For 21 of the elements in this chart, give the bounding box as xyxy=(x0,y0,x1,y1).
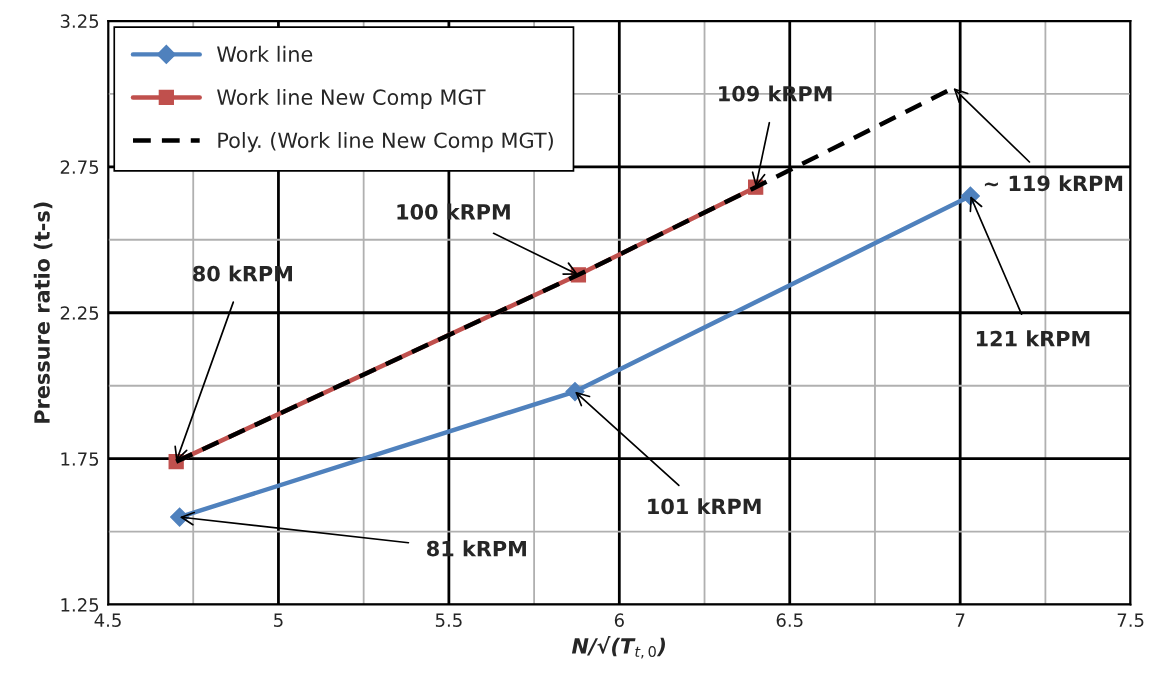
x-tick-label: 4.5 xyxy=(94,613,121,627)
legend-label: Poly. (Work line New Comp MGT) xyxy=(218,132,553,153)
y-tick-label: 1.25 xyxy=(61,598,99,612)
x-tick-label: 6 xyxy=(614,613,624,627)
annotation: 101 kRPM xyxy=(648,498,761,515)
x-tick-label: 6.5 xyxy=(776,613,803,627)
x-tick-label: 5 xyxy=(274,613,283,627)
legend-label: Work line New Comp MGT xyxy=(217,88,486,110)
annotation: 121 kRPM xyxy=(976,330,1090,347)
annotation: 109 kRPM xyxy=(719,85,832,102)
x-tick-label: 7.5 xyxy=(1117,613,1144,627)
annotation: ~ 119 kRPM xyxy=(984,175,1123,192)
y-tick-label: 1.75 xyxy=(61,452,99,466)
y-axis-title: Pressure ratio (t-s) xyxy=(33,202,53,423)
y-tick-label: 2.75 xyxy=(60,160,99,174)
x-tick-label: 5.5 xyxy=(435,613,462,627)
x-tick-label: 7 xyxy=(955,613,965,627)
legend-label: Work line xyxy=(217,45,313,62)
y-tick-label: 3.25 xyxy=(60,14,99,28)
y-tick-label: 2.25 xyxy=(60,306,99,320)
x-axis-title: N/√(T$_{t,0}$) xyxy=(571,636,665,659)
